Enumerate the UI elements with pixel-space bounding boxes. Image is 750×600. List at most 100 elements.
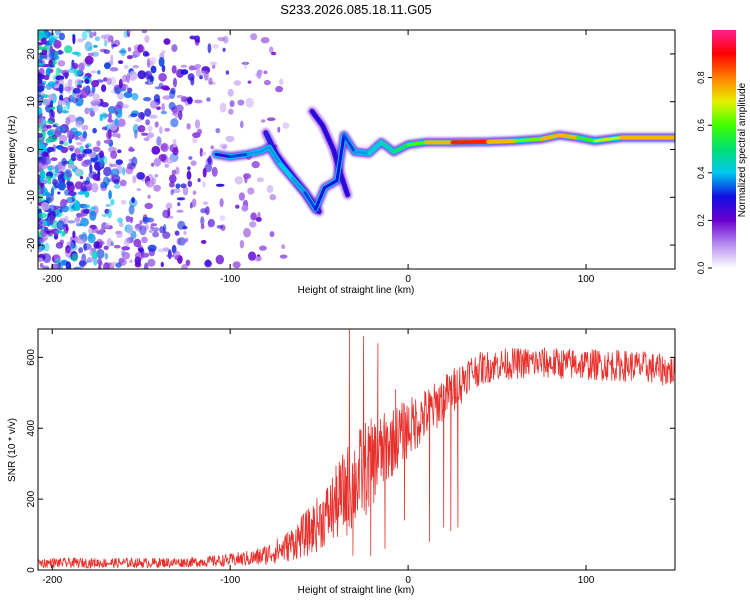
noise-blob [126,224,134,235]
noise-blob [279,78,284,86]
noise-blob [38,54,45,60]
noise-blob [194,64,202,69]
noise-blob [105,203,112,208]
noise-blob [58,83,64,94]
noise-blob [89,152,96,159]
x-tick-label: -200 [42,274,62,285]
noise-blob [228,108,234,115]
noise-blob [65,245,71,254]
noise-blob [120,47,126,57]
noise-blob [248,251,256,261]
noise-blob [102,126,108,131]
noise-blob [170,87,176,95]
noise-blob [76,84,83,89]
noise-blob [77,191,86,195]
noise-blob [110,150,118,159]
x-tick-label: -100 [220,575,240,586]
noise-blob [47,165,53,172]
noise-blob [187,96,193,105]
noise-blob [69,131,74,140]
ridge-segment [314,186,326,211]
noise-blob [104,62,111,70]
noise-blob [48,35,56,45]
spectrogram-y-axis-label: Frequency (Hz) [7,116,18,185]
noise-blob [103,245,109,250]
noise-blob [124,64,129,69]
x-tick-label: -200 [42,575,62,586]
noise-blob [161,103,166,112]
noise-blob [50,263,60,269]
noise-blob [139,45,145,53]
noise-blob [50,215,54,226]
noise-blob [263,70,268,75]
noise-blob [72,34,76,45]
noise-blob [117,118,126,128]
noise-blob [87,52,94,57]
noise-blob [170,118,179,128]
y-tick-label: 0 [26,146,37,152]
ridge-segment [513,137,544,143]
noise-blob [42,265,50,269]
noise-blob [176,94,183,99]
noise-blob [243,227,251,238]
noise-blob [80,88,89,99]
noise-blob [55,80,59,85]
noise-blob [150,65,157,74]
noise-blob [63,86,72,92]
noise-blob [38,249,42,253]
noise-blob [101,222,108,230]
spectrogram-x-ticks: -200 -100 0 100 [42,30,595,285]
noise-blob [215,254,224,265]
noise-blob [194,99,203,104]
noise-blob [76,212,82,218]
noise-blob [83,242,87,252]
noise-blob [68,137,73,144]
noise-blob [164,127,171,132]
y-tick-label: 400 [26,419,37,436]
noise-blob [74,168,82,174]
x-tick-label: 100 [578,274,595,285]
noise-blob [151,162,155,167]
noise-blob [38,163,45,168]
ridge-segment [290,176,307,195]
noise-blob [126,55,133,60]
noise-blob [63,72,70,78]
noise-blob [88,46,93,51]
noise-blob [38,135,44,145]
noise-blob [103,49,111,54]
noise-blob [136,188,142,192]
noise-blob [48,59,53,68]
noise-blob [113,184,121,189]
noise-blob [154,121,159,128]
noise-blob [53,253,61,262]
noise-blob [101,102,109,108]
noise-blob [184,237,189,243]
noise-blob [84,107,90,115]
noise-blob [161,85,170,91]
ridge-segment [367,140,383,155]
ridge-segment [392,143,410,154]
noise-blob [55,67,61,77]
noise-blob [131,92,139,101]
noise-blob [166,254,175,258]
noise-blob [189,35,196,40]
noise-blob [211,166,218,177]
noise-blob [153,184,161,192]
noise-blob [75,220,80,226]
noise-blob [247,187,255,195]
noise-blob [43,74,50,81]
noise-blob [89,31,94,39]
noise-blob [217,36,226,42]
noise-blob [78,239,86,243]
figure-title: S233.2026.085.18.11.G05 [280,2,432,17]
noise-blob [194,119,201,129]
noise-blob [146,132,155,139]
noise-blob [119,179,127,187]
noise-blob [74,217,81,222]
noise-blob [121,104,130,109]
x-tick-label: 0 [405,575,411,586]
noise-blob [172,147,179,156]
noise-blob [38,106,43,116]
